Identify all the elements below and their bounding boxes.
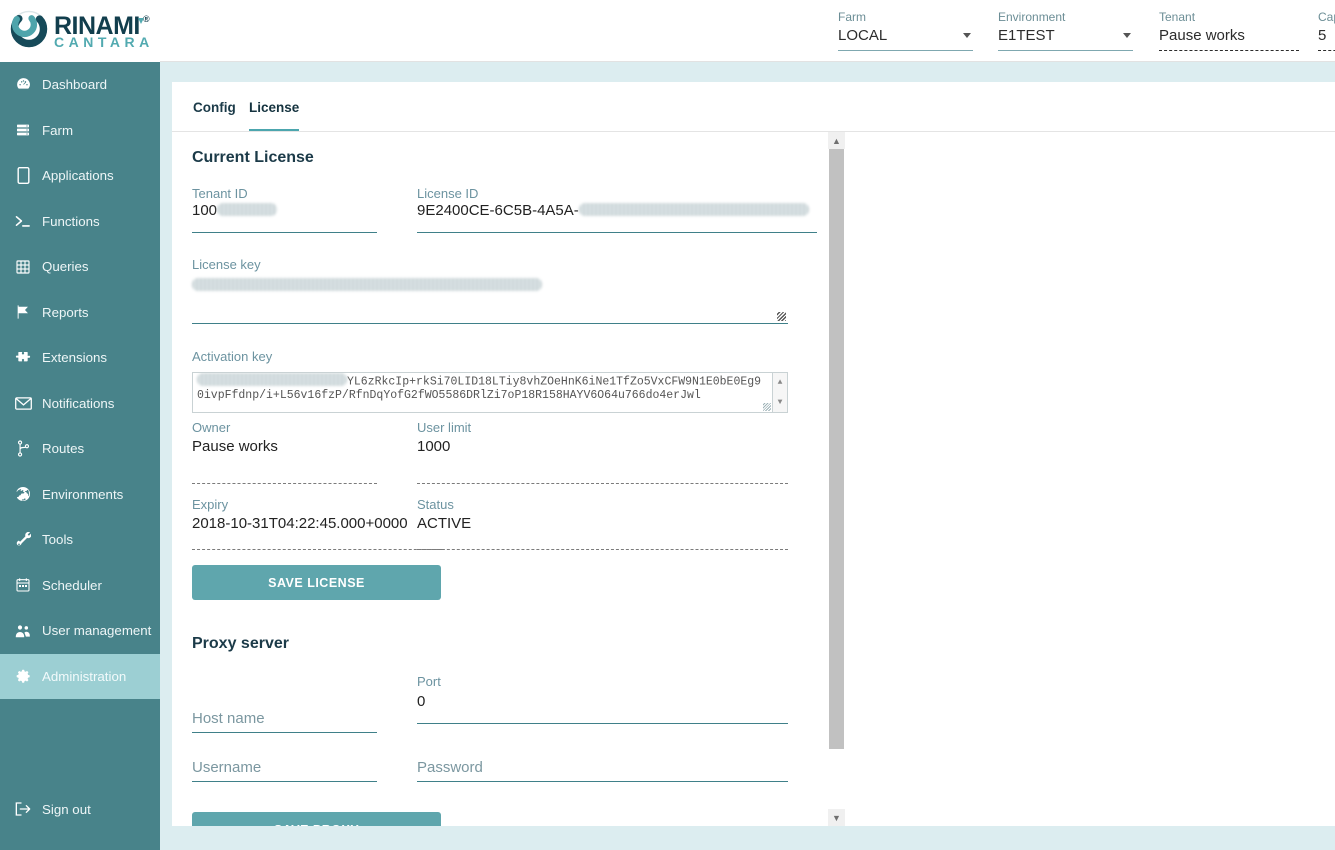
svg-text:CANTARA: CANTARA	[54, 34, 154, 50]
svg-text:®: ®	[143, 14, 150, 24]
